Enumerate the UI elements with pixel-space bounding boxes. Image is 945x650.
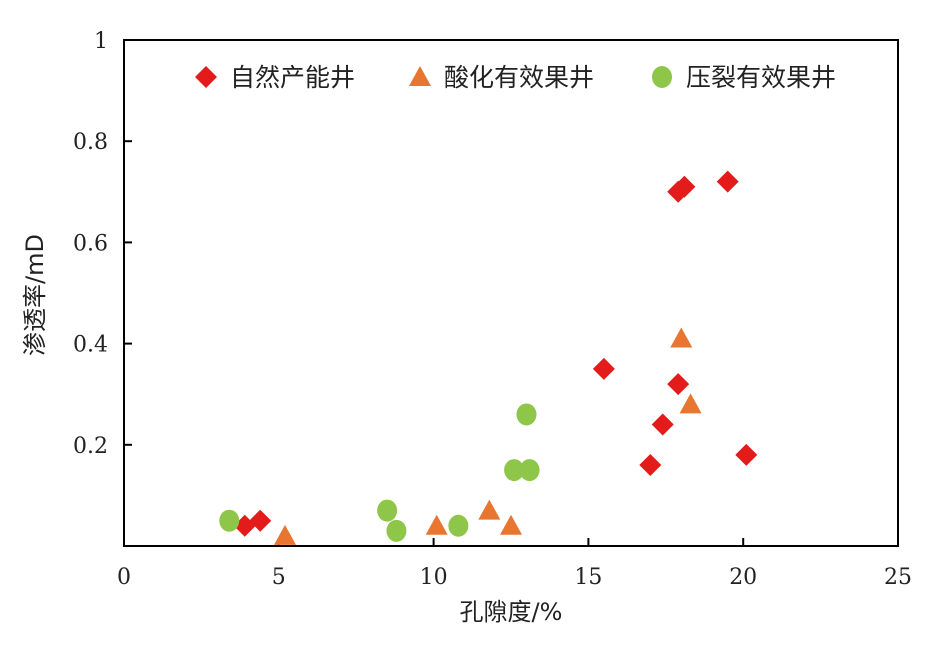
legend: 自然产能井 酸化有效果井 压裂有效果井 bbox=[195, 63, 836, 92]
data-point-circle bbox=[448, 514, 469, 537]
x-tick-label: 15 bbox=[574, 565, 602, 590]
data-point-diamond bbox=[592, 357, 615, 380]
y-tick-label: 0.8 bbox=[73, 130, 108, 155]
y-tick-label: 0.4 bbox=[73, 333, 108, 358]
x-tick-label: 25 bbox=[884, 565, 912, 590]
plot-frame bbox=[123, 39, 899, 547]
data-point-circle bbox=[504, 459, 525, 482]
data-point-circle bbox=[386, 519, 407, 542]
data-point-diamond bbox=[651, 413, 674, 436]
data-point-circle bbox=[516, 403, 537, 426]
legend-marker-diamond bbox=[195, 66, 217, 88]
x-tick-label: 5 bbox=[272, 565, 286, 590]
data-point-triangle bbox=[425, 514, 448, 535]
legend-item: 自然产能井 bbox=[195, 63, 355, 92]
x-tick-label: 0 bbox=[117, 565, 131, 590]
data-point-triangle bbox=[670, 327, 693, 348]
y-tick-label: 0.2 bbox=[73, 434, 108, 459]
data-point-circle bbox=[377, 499, 398, 522]
legend-marker-triangle bbox=[409, 66, 431, 86]
legend-label: 酸化有效果井 bbox=[444, 63, 594, 92]
x-axis-title: 孔隙度/% bbox=[460, 598, 563, 626]
legend-label: 压裂有效果井 bbox=[686, 63, 836, 92]
x-axis-ticks: 0 5 10 15 20 25 bbox=[117, 538, 912, 590]
legend-item: 酸化有效果井 bbox=[409, 63, 594, 92]
x-tick-label: 10 bbox=[420, 565, 448, 590]
legend-marker-circle bbox=[652, 66, 672, 88]
y-tick-label: 0.6 bbox=[73, 231, 108, 256]
data-point-circle bbox=[519, 459, 540, 482]
data-point-diamond bbox=[249, 509, 272, 532]
data-point-diamond bbox=[735, 443, 758, 466]
y-tick-label: 1 bbox=[94, 29, 108, 54]
data-point-triangle bbox=[679, 393, 702, 414]
legend-item: 压裂有效果井 bbox=[652, 63, 836, 92]
data-markers bbox=[219, 170, 758, 545]
y-axis-title: 渗透率/mD bbox=[21, 234, 49, 356]
x-tick-label: 20 bbox=[729, 565, 757, 590]
legend-label: 自然产能井 bbox=[230, 63, 355, 92]
data-point-diamond bbox=[716, 170, 739, 193]
data-point-triangle bbox=[478, 499, 501, 520]
data-point-diamond bbox=[673, 175, 696, 198]
data-point-triangle bbox=[500, 514, 522, 535]
data-point-diamond bbox=[667, 373, 690, 396]
data-point-circle bbox=[219, 509, 240, 532]
data-point-triangle bbox=[273, 524, 296, 545]
data-point-diamond bbox=[639, 454, 662, 477]
